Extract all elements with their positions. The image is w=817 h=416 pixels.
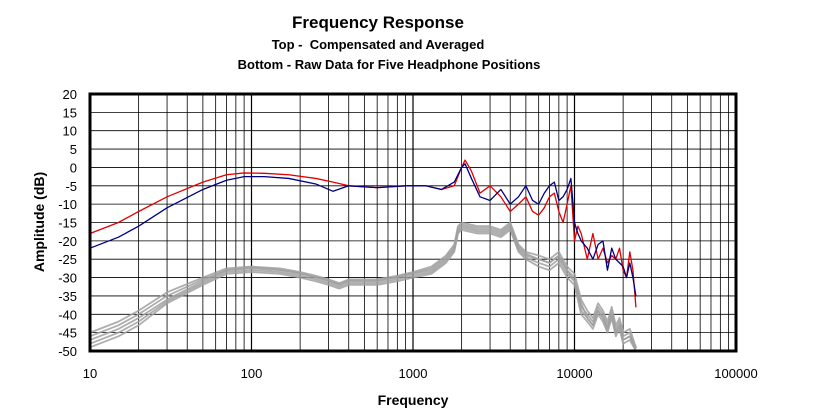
chart-title: Frequency Response (292, 13, 464, 32)
chart-subtitle-bottom: Bottom - Raw Data for Five Headphone Pos… (238, 57, 541, 72)
y-tick-labels: 20 15 10 5 0 -5 -10 -15 -20 -25 -30 -35 -40 -45 -50 (58, 87, 77, 359)
y-tick-label: -15 (58, 216, 77, 231)
plot-frame (88, 92, 738, 353)
y-tick-label: -35 (58, 289, 77, 304)
x-axis-label: Frequency (378, 392, 449, 408)
grid (89, 93, 736, 352)
y-tick-label: 10 (63, 124, 77, 139)
y-tick-label: -25 (58, 252, 77, 267)
series-line-2 (89, 163, 637, 297)
series-line-5 (89, 228, 637, 352)
y-tick-label: -10 (58, 197, 77, 212)
y-tick-label: 0 (70, 160, 77, 175)
y-tick-label: 15 (63, 105, 77, 120)
x-tick-label: 100 (241, 366, 263, 381)
y-tick-label: -45 (58, 326, 77, 341)
series-line-4 (89, 221, 637, 349)
y-tick-label: -50 (58, 344, 77, 359)
x-tick-label: 10000 (556, 366, 592, 381)
y-tick-label: 5 (70, 142, 77, 157)
x-tick-labels: 10 100 1000 10000 100000 (83, 366, 758, 381)
series-line-6 (89, 223, 637, 349)
y-tick-label: -40 (58, 307, 77, 322)
y-tick-label: -5 (65, 179, 77, 194)
x-tick-label: 1000 (399, 366, 428, 381)
y-tick-label: -30 (58, 271, 77, 286)
y-tick-label: -20 (58, 234, 77, 249)
y-tick-label: 20 (63, 87, 77, 102)
chart-subtitle-top: Top - Compensated and Averaged (272, 37, 485, 52)
y-axis-label: Amplitude (dB) (31, 172, 47, 272)
x-tick-label: 100000 (714, 366, 757, 381)
series-line-7 (89, 227, 637, 352)
series-group (89, 159, 637, 352)
x-tick-label: 10 (83, 366, 97, 381)
